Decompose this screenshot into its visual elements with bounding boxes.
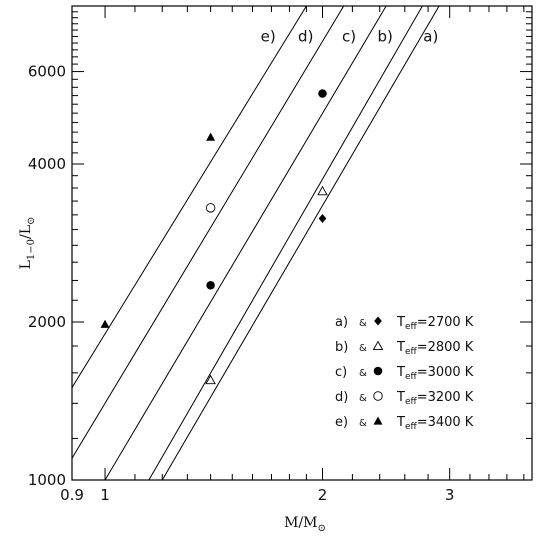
line-label-b: b) bbox=[377, 27, 392, 45]
x-tick-label: 3 bbox=[445, 486, 455, 504]
data-point-e bbox=[206, 132, 216, 141]
legend-marker-a bbox=[374, 316, 382, 326]
legend-label: d) bbox=[335, 390, 348, 405]
legend-amp: & bbox=[359, 368, 367, 379]
series-line-a bbox=[161, 6, 440, 480]
line-label-d: d) bbox=[298, 27, 313, 45]
legend-marker-e bbox=[373, 416, 383, 425]
series-points bbox=[100, 89, 328, 385]
plot-frame bbox=[71, 5, 533, 481]
data-point-b bbox=[205, 374, 216, 385]
line-label-a: a) bbox=[423, 27, 438, 45]
x-tick-label: 1 bbox=[100, 486, 110, 504]
series-line-d bbox=[72, 6, 345, 459]
legend-teff: Teff=3000 K bbox=[396, 365, 474, 382]
line-labels: e) d) c) b) a) bbox=[261, 27, 439, 45]
legend-amp: & bbox=[359, 318, 367, 329]
line-label-e: e) bbox=[261, 27, 276, 45]
legend-entry-d: d) & Teff=3200 K bbox=[335, 390, 474, 407]
axis-ticks bbox=[71, 6, 532, 481]
y-tick-label: 4000 bbox=[28, 155, 66, 173]
data-point-e bbox=[100, 319, 110, 328]
data-point-c bbox=[318, 89, 327, 98]
legend-teff: Teff=2700 K bbox=[396, 315, 474, 332]
x-tick-label: 0.9 bbox=[60, 486, 84, 504]
y-tick-label: 2000 bbox=[28, 313, 66, 331]
data-point-b bbox=[317, 185, 328, 196]
y-tick-label: 6000 bbox=[28, 63, 66, 81]
x-axis-title: M/M⊙ bbox=[284, 515, 326, 534]
axis-tick-labels: 0.9 1 2 3 1000 2000 4000 6000 bbox=[28, 63, 455, 504]
legend-marker-c bbox=[373, 366, 383, 376]
legend-marker-b bbox=[372, 340, 384, 351]
legend-marker-d bbox=[373, 391, 383, 401]
series-line-e bbox=[72, 6, 307, 388]
legend: a) & Teff=2700 Kb) & Teff=2800 Kc) & Teff=3000… bbox=[335, 315, 474, 432]
legend-teff: Teff=3200 K bbox=[396, 390, 474, 407]
legend-entry-b: b) & Teff=2800 K bbox=[335, 340, 474, 357]
y-tick-label: 1000 bbox=[28, 471, 66, 489]
data-point-d bbox=[205, 203, 216, 213]
data-point-c bbox=[206, 280, 215, 290]
line-label-c: c) bbox=[342, 27, 356, 45]
legend-entry-c: c) & Teff=3000 K bbox=[335, 365, 474, 382]
legend-amp: & bbox=[359, 343, 367, 354]
legend-teff: Teff=3400 K bbox=[396, 415, 474, 432]
legend-label: a) bbox=[335, 315, 348, 330]
legend-label: e) bbox=[335, 415, 348, 430]
y-axis-title: L1−0/L⊙ bbox=[18, 217, 37, 270]
legend-teff: Teff=2800 K bbox=[396, 340, 474, 357]
legend-entry-e: e) & Teff=3400 K bbox=[335, 415, 474, 432]
series-line-b bbox=[148, 6, 423, 480]
legend-label: c) bbox=[335, 365, 347, 380]
series-line-c bbox=[104, 6, 387, 480]
data-point-a bbox=[318, 213, 327, 223]
legend-label: b) bbox=[335, 340, 348, 355]
legend-amp: & bbox=[359, 418, 367, 429]
legend-amp: & bbox=[359, 393, 367, 404]
x-tick-label: 2 bbox=[318, 486, 328, 504]
series-lines bbox=[72, 6, 440, 480]
legend-entry-a: a) & Teff=2700 K bbox=[335, 315, 474, 332]
